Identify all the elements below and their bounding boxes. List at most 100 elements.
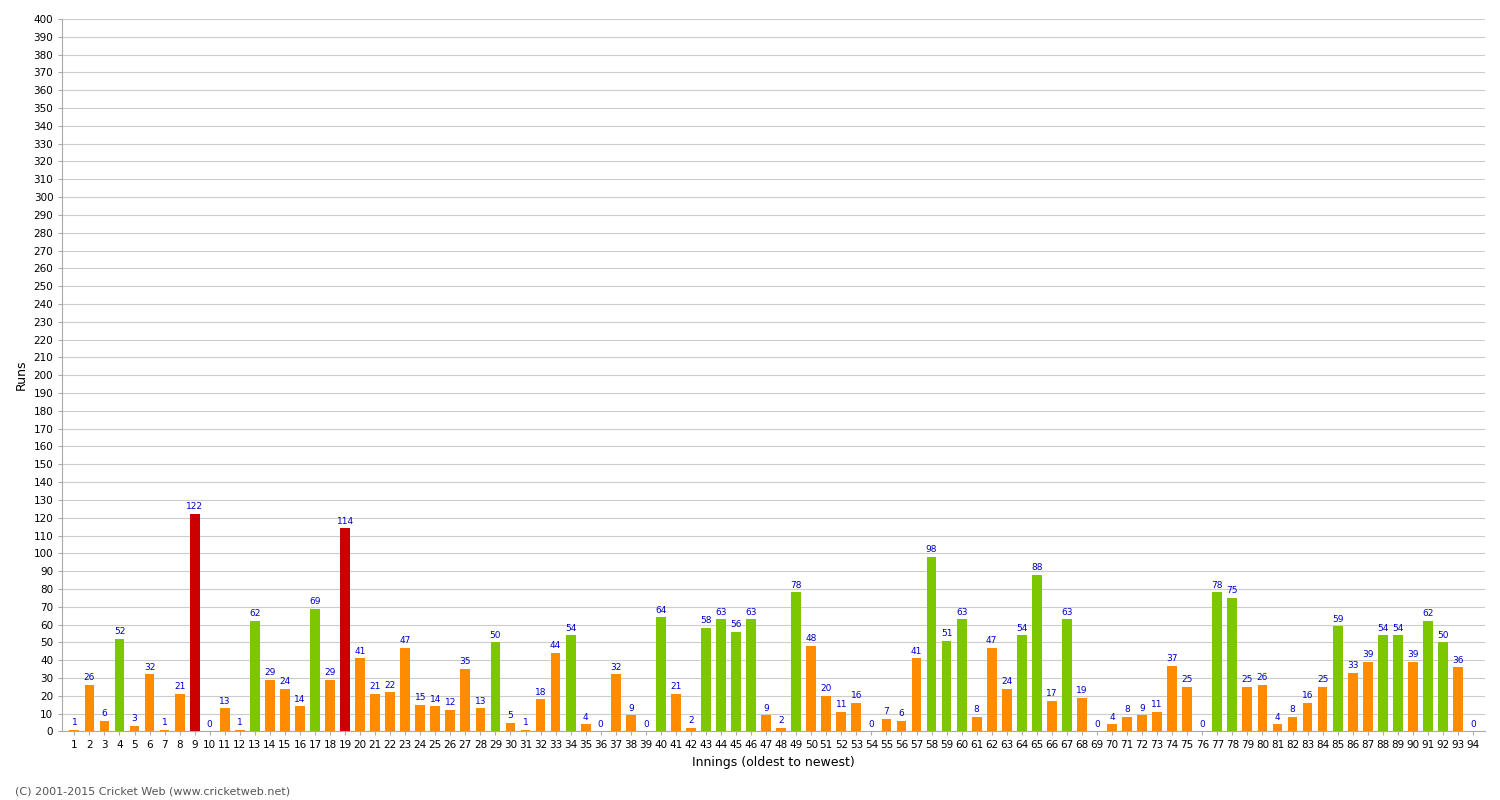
Text: 1: 1 <box>522 718 528 727</box>
Text: 114: 114 <box>336 517 354 526</box>
Text: 4: 4 <box>1108 713 1114 722</box>
Bar <box>490 642 501 731</box>
Bar <box>1454 667 1462 731</box>
Bar <box>1408 662 1418 731</box>
Bar <box>1302 703 1312 731</box>
Text: 21: 21 <box>369 682 381 691</box>
Text: 5: 5 <box>507 711 513 720</box>
Text: 4: 4 <box>1275 713 1281 722</box>
Text: 9: 9 <box>764 704 770 713</box>
Bar <box>1287 717 1298 731</box>
Bar <box>460 669 471 731</box>
Bar <box>506 722 516 731</box>
Text: 9: 9 <box>628 704 633 713</box>
Text: 98: 98 <box>926 546 938 554</box>
Text: 14: 14 <box>429 695 441 704</box>
Bar <box>370 694 380 731</box>
Text: 35: 35 <box>459 658 471 666</box>
Text: 63: 63 <box>1060 607 1072 617</box>
Text: 47: 47 <box>399 636 411 645</box>
Bar <box>1348 673 1358 731</box>
Text: 69: 69 <box>309 597 321 606</box>
Bar <box>326 680 334 731</box>
Text: 25: 25 <box>1317 675 1329 684</box>
Text: 12: 12 <box>444 698 456 707</box>
Text: 63: 63 <box>956 607 968 617</box>
Bar <box>296 706 304 731</box>
Bar <box>266 680 274 731</box>
Bar <box>1002 689 1011 731</box>
Bar <box>882 719 891 731</box>
Text: 26: 26 <box>1257 674 1268 682</box>
Bar <box>1394 635 1402 731</box>
Text: 64: 64 <box>656 606 666 614</box>
Bar <box>69 730 80 731</box>
Y-axis label: Runs: Runs <box>15 360 28 390</box>
Bar <box>84 685 94 731</box>
Bar <box>1137 715 1148 731</box>
Text: 0: 0 <box>598 720 603 729</box>
Bar <box>730 632 741 731</box>
Text: 48: 48 <box>806 634 818 643</box>
Text: 0: 0 <box>1200 720 1204 729</box>
Text: 15: 15 <box>414 693 426 702</box>
Bar <box>807 646 816 731</box>
Text: 2: 2 <box>688 716 694 725</box>
Text: 39: 39 <box>1362 650 1374 659</box>
Text: 0: 0 <box>1094 720 1100 729</box>
Bar <box>114 639 125 731</box>
Text: 54: 54 <box>566 623 576 633</box>
Bar <box>762 715 771 731</box>
Text: 54: 54 <box>1377 623 1389 633</box>
Text: 25: 25 <box>1242 675 1252 684</box>
Text: 24: 24 <box>279 677 291 686</box>
Text: 122: 122 <box>186 502 202 511</box>
Bar <box>610 674 621 731</box>
Bar <box>972 717 981 731</box>
Bar <box>746 619 756 731</box>
Bar <box>1182 687 1192 731</box>
Text: 21: 21 <box>670 682 681 691</box>
Bar <box>716 619 726 731</box>
Text: 36: 36 <box>1452 656 1464 665</box>
Bar <box>792 593 801 731</box>
Text: 6: 6 <box>898 709 904 718</box>
Text: 20: 20 <box>821 684 833 693</box>
Text: 24: 24 <box>1000 677 1012 686</box>
Bar <box>1212 593 1222 731</box>
Bar <box>1017 635 1026 731</box>
Bar <box>1077 698 1088 731</box>
Text: 11: 11 <box>836 700 848 709</box>
Text: 0: 0 <box>1470 720 1476 729</box>
Text: 29: 29 <box>264 668 276 677</box>
Bar <box>251 621 260 731</box>
Text: 29: 29 <box>324 668 336 677</box>
Text: 18: 18 <box>536 688 546 697</box>
Text: 58: 58 <box>700 617 711 626</box>
Text: 11: 11 <box>1152 700 1162 709</box>
Bar <box>129 726 140 731</box>
Text: 37: 37 <box>1167 654 1178 663</box>
Bar <box>670 694 681 731</box>
Bar <box>1032 574 1041 731</box>
Text: 4: 4 <box>584 713 588 722</box>
Text: 41: 41 <box>910 646 922 656</box>
X-axis label: Innings (oldest to newest): Innings (oldest to newest) <box>693 756 855 769</box>
Bar <box>1062 619 1072 731</box>
Bar <box>897 721 906 731</box>
Text: 62: 62 <box>249 610 261 618</box>
Text: 3: 3 <box>132 714 138 723</box>
Text: 1: 1 <box>72 718 76 727</box>
Bar <box>236 730 244 731</box>
Bar <box>1107 724 1118 731</box>
Bar <box>656 618 666 731</box>
Text: 13: 13 <box>474 697 486 706</box>
Text: 22: 22 <box>384 681 396 690</box>
Text: 1: 1 <box>162 718 168 727</box>
Bar <box>190 514 200 731</box>
Bar <box>837 712 846 731</box>
Text: 8: 8 <box>974 706 980 714</box>
Bar <box>280 689 290 731</box>
Bar <box>1317 687 1328 731</box>
Text: 8: 8 <box>1124 706 1130 714</box>
